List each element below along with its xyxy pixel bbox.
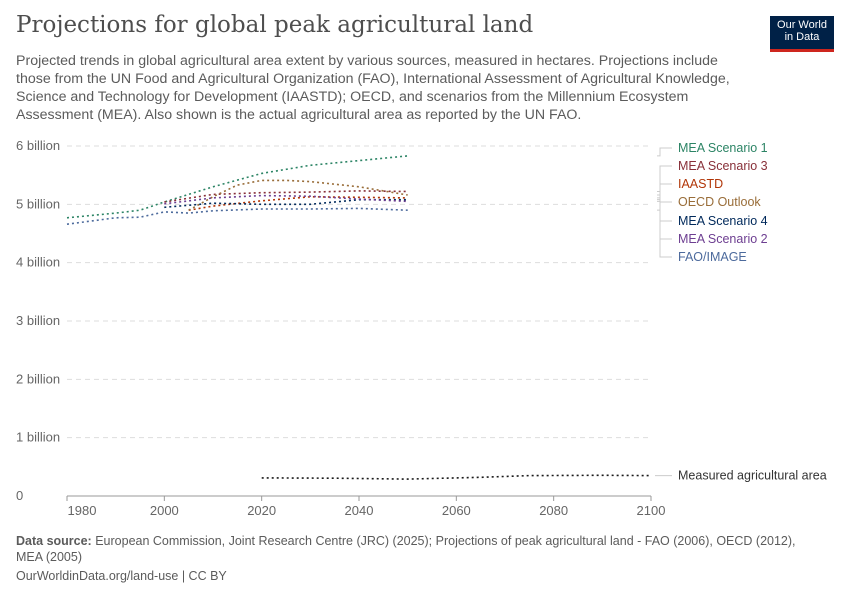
chart-title: Projections for global peak agricultural… <box>16 12 534 38</box>
y-tick-label: 3 billion <box>16 313 60 328</box>
legend-connector <box>657 165 672 192</box>
source-url[interactable]: OurWorldinData.org/land-use | CC BY <box>16 569 227 583</box>
source-text: European Commission, Joint Research Cent… <box>16 534 796 564</box>
data-source: Data source: European Commission, Joint … <box>16 533 816 565</box>
legend-connector <box>657 194 672 203</box>
series-label: IAASTD <box>678 177 723 191</box>
logo-line-2: in Data <box>784 31 820 43</box>
y-tick-label: 4 billion <box>16 255 60 270</box>
series-label: MEA Scenario 3 <box>678 159 768 173</box>
series-label: MEA Scenario 4 <box>678 214 768 228</box>
legend-connector <box>657 183 672 199</box>
x-tick-label: 1980 <box>68 503 97 518</box>
series-label: MEA Scenario 1 <box>678 141 768 155</box>
owid-logo[interactable]: Our World in Data <box>770 16 834 52</box>
y-tick-label: 0 <box>16 488 23 503</box>
y-tick-label: 6 billion <box>16 138 60 153</box>
y-tick-label: 2 billion <box>16 371 60 386</box>
x-tick-label: 2100 <box>637 503 666 518</box>
x-tick-label: 2060 <box>442 503 471 518</box>
series-line-mea-scenario-1 <box>66 155 408 219</box>
series-line-oecd-outlook <box>188 179 408 211</box>
y-tick-label: 5 billion <box>16 196 60 211</box>
series-label: OECD Outlook <box>678 195 761 209</box>
x-tick-label: 2080 <box>539 503 568 518</box>
series-label: MEA Scenario 2 <box>678 232 768 246</box>
x-tick-label: 2020 <box>247 503 276 518</box>
series-line-mea-scenario-4 <box>164 198 408 209</box>
series-label: FAO/IMAGE <box>678 250 747 264</box>
series-line-mea-scenario-3 <box>164 190 408 203</box>
logo-line-1: Our World <box>777 19 827 31</box>
x-tick-label: 2000 <box>150 503 179 518</box>
series-line-measured-agricultural-area <box>261 474 652 480</box>
x-tick-label: 2040 <box>345 503 374 518</box>
legend-connector <box>657 209 672 258</box>
y-tick-label: 1 billion <box>16 430 60 445</box>
series-label: Measured agricultural area <box>678 469 827 483</box>
series-line-fao-image <box>66 207 408 225</box>
source-label: Data source: <box>16 534 92 548</box>
chart: 0 1 billion 2 billion 3 billion 4 billion 5 b… <box>16 138 827 518</box>
legend-connector <box>657 200 672 240</box>
series-line-mea-scenario-2 <box>164 194 408 205</box>
legend-connector <box>657 147 672 157</box>
series-line-iaastd <box>188 195 408 211</box>
chart-subtitle: Projected trends in global agricultural … <box>16 53 730 123</box>
